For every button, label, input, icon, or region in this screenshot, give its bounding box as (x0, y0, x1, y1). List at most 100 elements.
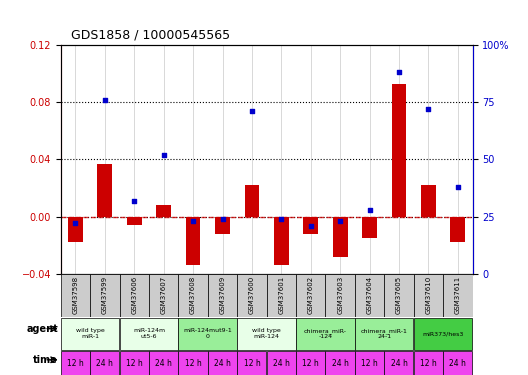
Text: GSM37611: GSM37611 (455, 276, 461, 314)
Bar (443, 351, 472, 375)
Text: wild type
miR-1: wild type miR-1 (76, 328, 105, 339)
Text: miR-124m
ut5-6: miR-124m ut5-6 (133, 328, 165, 339)
Text: 12 h: 12 h (67, 359, 84, 368)
Point (277, 216, 286, 222)
Bar (127, 217, 142, 225)
Bar (304, 217, 318, 234)
Text: 24 h: 24 h (449, 359, 466, 368)
Bar (296, 274, 325, 317)
Bar (237, 351, 266, 375)
Text: time: time (33, 355, 58, 365)
Text: miR373/hes3: miR373/hes3 (422, 331, 464, 336)
Bar (384, 274, 414, 317)
Bar (355, 318, 413, 350)
Text: GSM37598: GSM37598 (72, 276, 79, 314)
Bar (61, 318, 119, 350)
Bar (178, 318, 237, 350)
Bar (119, 274, 149, 317)
Bar (186, 217, 201, 265)
Bar (384, 351, 413, 375)
Point (365, 207, 374, 213)
Bar (90, 274, 119, 317)
Point (454, 184, 462, 190)
Text: GSM37606: GSM37606 (131, 276, 137, 314)
Text: 24 h: 24 h (391, 359, 408, 368)
Bar (156, 205, 171, 217)
Bar (421, 185, 436, 217)
Text: GSM37603: GSM37603 (337, 276, 343, 314)
Text: wild type
miR-124: wild type miR-124 (252, 328, 281, 339)
Bar (61, 274, 90, 317)
Text: 24 h: 24 h (273, 359, 290, 368)
Text: 24 h: 24 h (97, 359, 114, 368)
Bar (119, 318, 178, 350)
Text: GSM37601: GSM37601 (278, 276, 285, 314)
Bar (443, 274, 473, 317)
Text: GSM37609: GSM37609 (220, 276, 225, 314)
Point (71, 220, 80, 226)
Text: 12 h: 12 h (126, 359, 143, 368)
Bar (208, 274, 237, 317)
Bar (450, 217, 465, 242)
Bar (296, 351, 325, 375)
Bar (392, 84, 407, 217)
Point (307, 223, 315, 229)
Text: agent: agent (26, 324, 58, 334)
Bar (325, 274, 355, 317)
Text: 12 h: 12 h (303, 359, 319, 368)
Bar (149, 351, 178, 375)
Bar (244, 185, 259, 217)
Bar (237, 274, 267, 317)
Bar (267, 351, 296, 375)
Point (189, 218, 197, 224)
Bar (414, 351, 443, 375)
Bar (98, 164, 112, 217)
Text: 24 h: 24 h (214, 359, 231, 368)
Point (159, 152, 168, 158)
Text: GDS1858 / 10000545565: GDS1858 / 10000545565 (71, 28, 230, 41)
Bar (274, 217, 289, 265)
Text: GSM37610: GSM37610 (426, 276, 431, 314)
Bar (178, 274, 208, 317)
Text: chimera_miR-
-124: chimera_miR- -124 (304, 328, 347, 339)
Bar (208, 351, 237, 375)
Point (130, 198, 138, 204)
Bar (362, 217, 377, 238)
Text: GSM37602: GSM37602 (308, 276, 314, 314)
Text: GSM37608: GSM37608 (190, 276, 196, 314)
Text: chimera_miR-1
24-1: chimera_miR-1 24-1 (361, 328, 408, 339)
Bar (237, 318, 296, 350)
Bar (68, 217, 83, 242)
Text: 12 h: 12 h (420, 359, 437, 368)
Text: 24 h: 24 h (155, 359, 172, 368)
Point (101, 97, 109, 103)
Bar (267, 274, 296, 317)
Bar (178, 351, 208, 375)
Bar (414, 318, 472, 350)
Text: GSM37600: GSM37600 (249, 276, 255, 314)
Text: miR-124mut9-1
0: miR-124mut9-1 0 (183, 328, 232, 339)
Text: GSM37607: GSM37607 (161, 276, 167, 314)
Text: 12 h: 12 h (361, 359, 378, 368)
Bar (119, 351, 149, 375)
Text: 12 h: 12 h (243, 359, 260, 368)
Bar (333, 217, 347, 256)
Bar (215, 217, 230, 234)
Point (336, 218, 344, 224)
Bar (90, 351, 119, 375)
Bar (296, 318, 355, 350)
Bar (149, 274, 178, 317)
Point (248, 108, 256, 114)
Bar (414, 274, 443, 317)
Bar (61, 351, 90, 375)
Text: GSM37605: GSM37605 (396, 276, 402, 314)
Text: GSM37604: GSM37604 (366, 276, 373, 314)
Point (218, 216, 227, 222)
Bar (325, 351, 355, 375)
Bar (355, 351, 384, 375)
Point (395, 69, 403, 75)
Text: 24 h: 24 h (332, 359, 348, 368)
Text: GSM37599: GSM37599 (102, 276, 108, 314)
Point (424, 106, 432, 112)
Text: 12 h: 12 h (185, 359, 202, 368)
